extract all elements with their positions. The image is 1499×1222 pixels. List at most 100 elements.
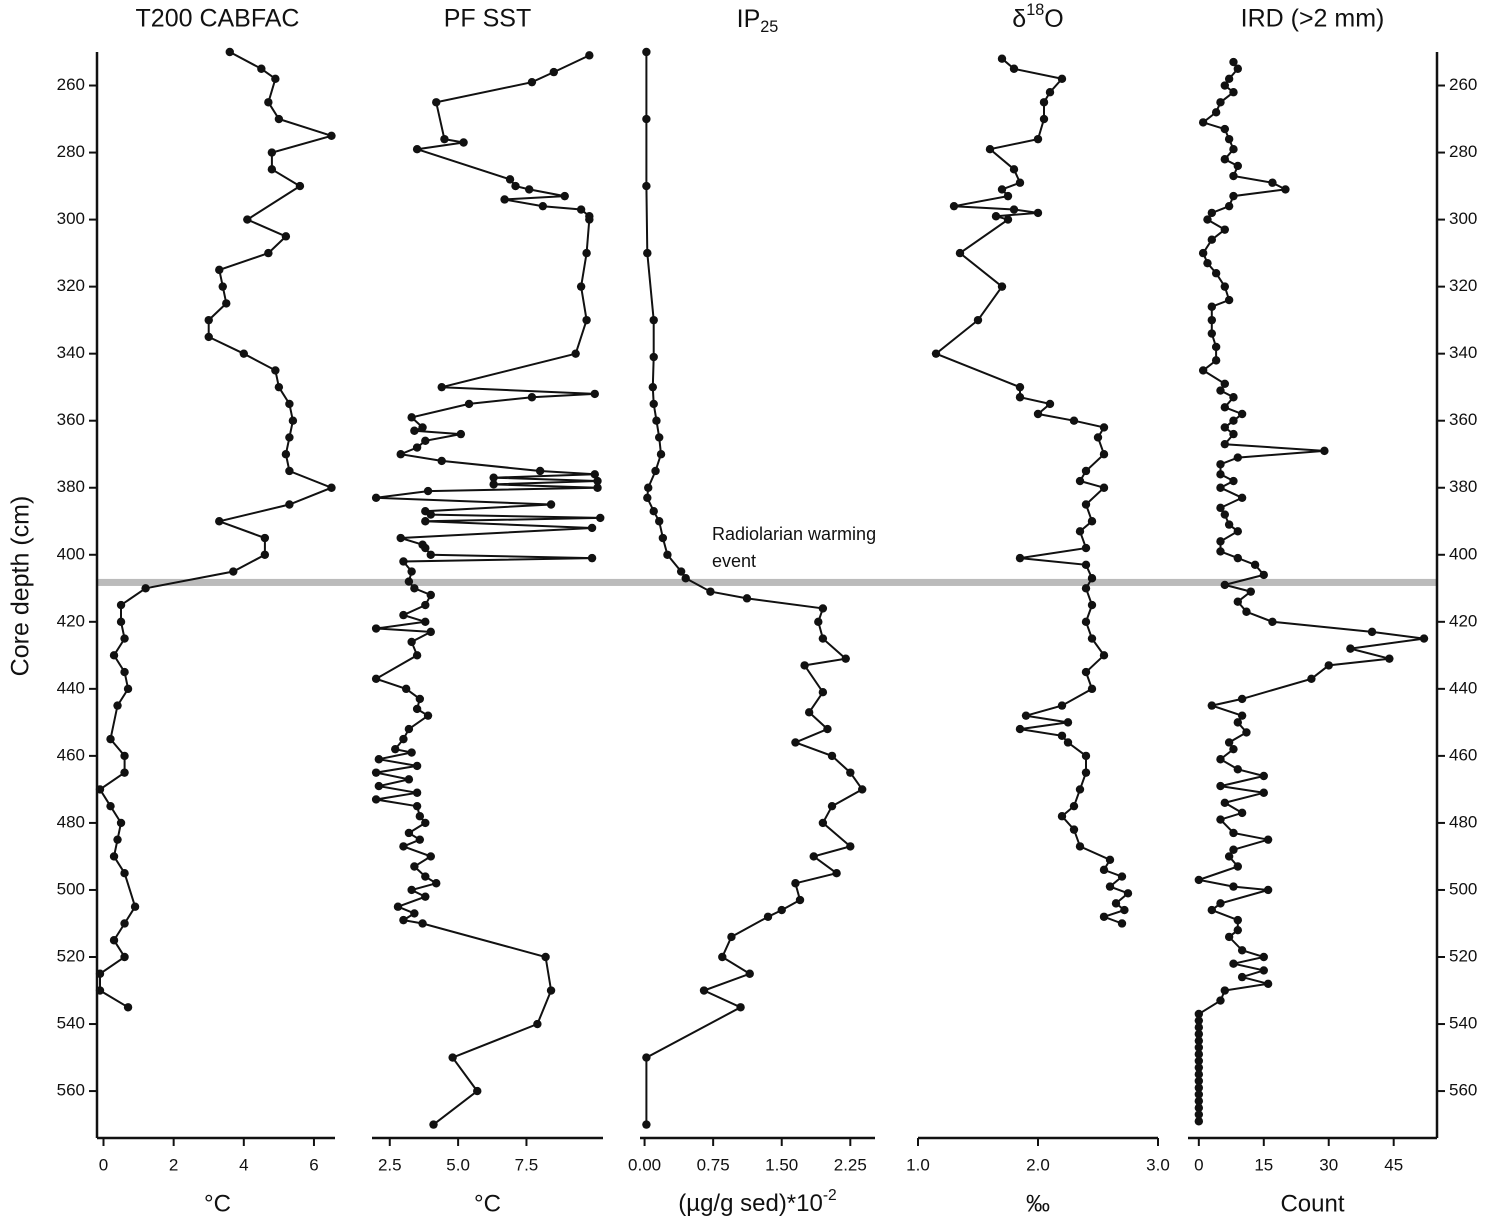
data-point [404, 577, 414, 586]
data-point [410, 426, 419, 435]
data-point [1242, 728, 1251, 737]
data-point [652, 416, 661, 425]
data-point [1194, 1056, 1204, 1066]
panel-title-part: 25 [760, 18, 778, 36]
x-tick-label: 0 [1194, 1155, 1203, 1174]
data-point [1216, 899, 1225, 908]
data-point [576, 282, 586, 291]
x-tick-label: 15 [1254, 1155, 1273, 1174]
panel-title-part: IP [737, 5, 761, 33]
data-point [426, 550, 435, 559]
data-point [651, 466, 660, 476]
data-point [1237, 493, 1247, 502]
data-point [1237, 808, 1247, 818]
data-point [215, 265, 224, 275]
data-point [106, 801, 115, 811]
data-point [1229, 882, 1238, 891]
x-tick-label: 2.25 [834, 1155, 867, 1174]
data-point [1081, 751, 1091, 761]
panel-title: IP25 [737, 5, 779, 37]
data-point [267, 165, 277, 174]
panel-title: T200 CABFAC [136, 5, 300, 33]
data-line [98, 51, 335, 1009]
data-point [1015, 178, 1025, 187]
data-point [1229, 88, 1238, 97]
data-point [412, 704, 422, 714]
data-point [391, 744, 400, 754]
panel-title-part: 18 [1026, 1, 1044, 19]
data-point [95, 969, 105, 978]
y-tick-label: 260 [1449, 75, 1477, 94]
data-point [421, 617, 430, 627]
data-point [407, 567, 416, 576]
x-axis-label: °C [474, 1190, 501, 1217]
data-point [1224, 738, 1234, 747]
data-point [399, 557, 408, 566]
data-point [1268, 178, 1277, 187]
data-point [642, 114, 651, 124]
data-point [648, 382, 658, 392]
data-point [222, 299, 231, 308]
data-point [533, 1019, 542, 1029]
data-point [1207, 208, 1217, 218]
data-point [511, 181, 520, 191]
data-point [1233, 597, 1243, 606]
data-point [642, 1053, 651, 1062]
data-point [1263, 979, 1273, 989]
x-axis-label: ‰ [1026, 1190, 1050, 1217]
y-tick-label: 280 [57, 142, 85, 161]
data-point [1224, 932, 1234, 942]
data-point [727, 932, 736, 942]
data-point [1324, 661, 1333, 670]
data-point [827, 801, 837, 811]
data-point [538, 201, 548, 211]
data-point [260, 533, 270, 543]
data-point [642, 1120, 651, 1129]
data-point [1220, 155, 1230, 164]
data-point [1259, 788, 1268, 797]
data-point [1211, 342, 1221, 352]
data-point [571, 349, 580, 358]
data-point [1220, 403, 1230, 412]
data-point [267, 148, 277, 157]
data-point [1075, 476, 1085, 486]
data-point [818, 818, 828, 828]
data-point [399, 842, 408, 851]
data-point [120, 751, 129, 761]
y-tick-label: 360 [1449, 410, 1477, 429]
data-point [285, 500, 294, 509]
data-point [1105, 882, 1115, 891]
data-point [281, 450, 291, 459]
data-point [1194, 1009, 1204, 1019]
y-tick-label: 440 [57, 678, 85, 697]
data-point [412, 801, 422, 811]
x-axis-label: Count [1280, 1190, 1344, 1217]
data-point [1194, 1076, 1204, 1086]
data-point [1099, 912, 1109, 921]
data-point [429, 1120, 438, 1129]
data-point [1224, 74, 1234, 84]
data-point [264, 248, 273, 258]
data-point [1229, 145, 1238, 154]
data-point [95, 785, 105, 794]
data-point [649, 315, 658, 325]
data-point [120, 869, 129, 878]
data-point [281, 232, 291, 241]
data-point [489, 480, 498, 489]
data-point [524, 185, 534, 194]
data-point [1229, 845, 1238, 854]
data-point [404, 775, 414, 784]
data-point [1003, 191, 1013, 201]
data-point [1224, 520, 1234, 529]
data-point [1259, 952, 1268, 962]
data-point [410, 584, 419, 593]
data-point [412, 761, 422, 771]
data-point [1250, 560, 1260, 570]
data-point [1081, 560, 1091, 570]
x-tick-label: 45 [1384, 1155, 1403, 1174]
data-point [421, 436, 430, 446]
data-point [437, 456, 446, 466]
y-tick-label: 520 [1449, 946, 1477, 965]
data-point [656, 450, 666, 459]
data-point [1203, 258, 1212, 268]
